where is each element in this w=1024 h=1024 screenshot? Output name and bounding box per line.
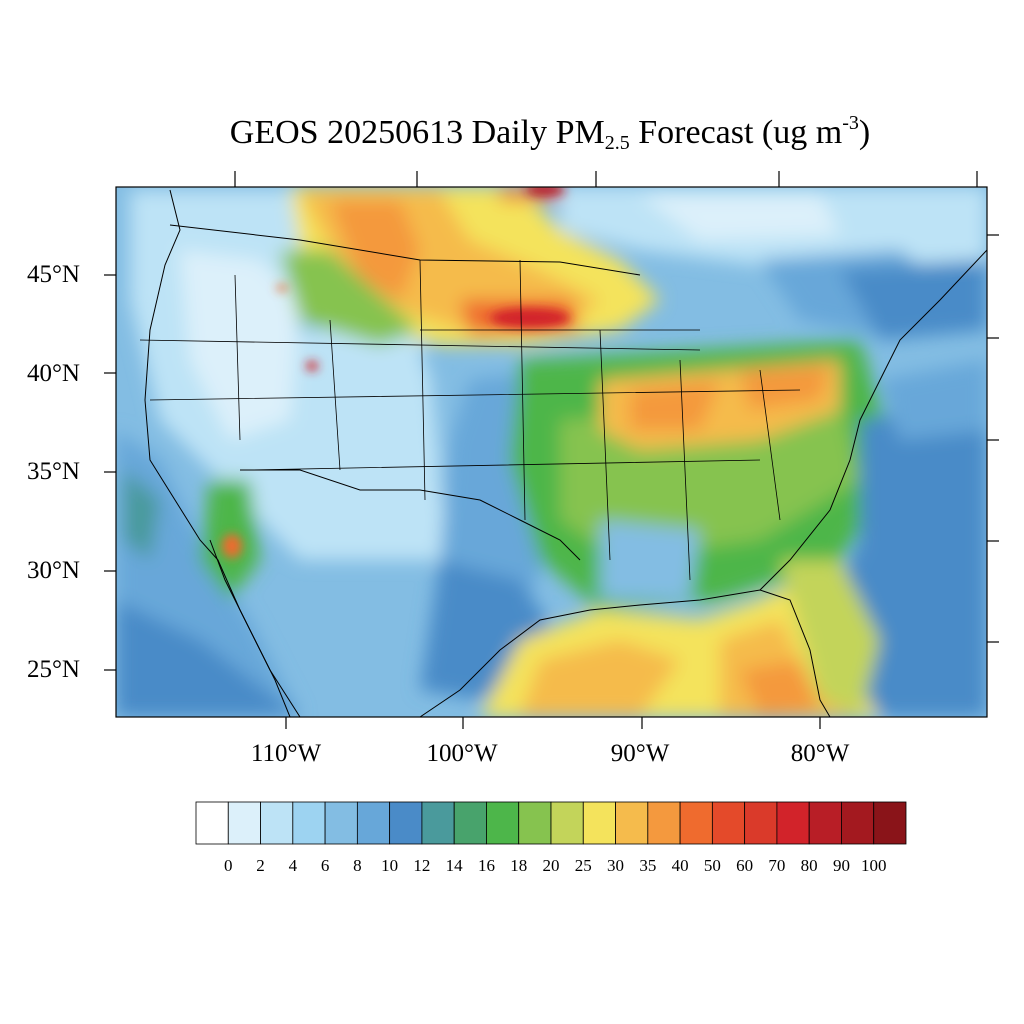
colorbar-label: 6: [320, 856, 330, 875]
hotspot-wyoming: [306, 361, 318, 371]
lat-label: 40°N: [26, 360, 80, 387]
lon-label: 80°W: [790, 740, 850, 767]
colorbar-box: [582, 801, 616, 845]
colorbar-box: [841, 801, 875, 845]
colorbar: [195, 801, 907, 845]
mexico-border: [240, 469, 581, 561]
hotspot-gulf-california: [222, 534, 242, 558]
colorbar-label: 30: [607, 856, 625, 875]
colorbar-label: 2: [256, 856, 265, 875]
colorbar-box: [260, 801, 294, 845]
atlantic-coastline: [759, 249, 987, 591]
colorbar-label: 8: [353, 856, 362, 875]
hotspot-south-dakota: [490, 308, 570, 328]
lat-label: 25°N: [26, 656, 80, 683]
colorbar-label: 50: [703, 856, 721, 875]
colorbar-box: [808, 801, 842, 845]
colorbar-label: 70: [768, 856, 786, 875]
map-title: GEOS 20250613 Daily PM2.5 Forecast (ug m…: [229, 112, 871, 154]
colorbar-label: 80: [800, 856, 818, 875]
colorbar-box: [776, 801, 810, 845]
hotspot-idaho: [276, 285, 288, 291]
map-frame: [115, 186, 988, 718]
colorbar-box: [873, 801, 907, 845]
boundaries: [139, 189, 987, 717]
colorbar-label: 0: [224, 856, 233, 875]
colorbar-label: 90: [832, 856, 850, 875]
field-great-basin: [180, 250, 300, 440]
colorbar-box: [647, 801, 681, 845]
lon-label: 100°W: [426, 740, 498, 767]
colorbar-box: [615, 801, 649, 845]
colorbar-label: 60: [736, 856, 754, 875]
lat-label: 30°N: [26, 557, 80, 584]
axis-ticks: [104, 171, 999, 729]
colorbar-label: 40: [671, 856, 689, 875]
lat-label: 35°N: [26, 458, 80, 485]
colorbar-box: [292, 801, 326, 845]
colorbar-label: 100: [860, 856, 887, 875]
colorbar-box: [486, 801, 520, 845]
colorbar-label: 4: [288, 856, 298, 875]
colorbar-box: [195, 801, 229, 845]
colorbar-label: 16: [477, 856, 495, 875]
colorbar-box: [550, 801, 584, 845]
colorbar-box: [711, 801, 746, 845]
colorbar-label: 12: [413, 856, 431, 875]
colorbar-box: [744, 801, 778, 845]
colorbar-box: [324, 801, 358, 845]
colorbar-box: [518, 801, 552, 845]
colorbar-label: 35: [639, 856, 657, 875]
gulf-coastline: [419, 589, 831, 717]
colorbar-label: 20: [542, 856, 560, 875]
colorbar-label: 10: [381, 856, 399, 875]
colorbar-label: 25: [574, 856, 592, 875]
pm25-field: [116, 187, 987, 717]
baja-coast: [209, 539, 291, 717]
colorbar-box: [389, 801, 423, 845]
colorbar-box: [421, 801, 455, 845]
lon-label: 90°W: [610, 740, 670, 767]
colorbar-box: [356, 801, 391, 845]
lat-label: 45°N: [26, 261, 80, 288]
colorbar-box: [453, 801, 487, 845]
lon-label: 110°W: [250, 740, 322, 767]
colorbar-label: 18: [510, 856, 528, 875]
colorbar-box: [679, 801, 713, 845]
field-lower-mississippi: [600, 520, 700, 600]
colorbar-box: [227, 801, 261, 845]
colorbar-label: 14: [445, 856, 463, 875]
hotspot-canada: [525, 187, 565, 196]
